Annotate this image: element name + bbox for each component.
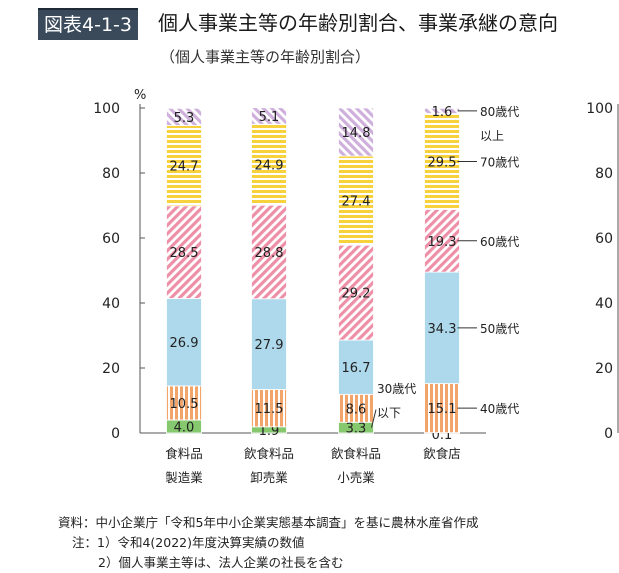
series-label: 70歳代 (480, 155, 519, 169)
data-label: 28.8 (255, 246, 284, 261)
y-tick-label: 60 (102, 231, 120, 247)
data-label: 26.9 (170, 336, 199, 351)
data-label: 5.1 (259, 110, 280, 125)
note-2: 2）個人事業主等は、法人企業の社長を含む (58, 553, 478, 573)
data-label: 29.2 (342, 287, 371, 302)
series-label: 40歳代 (480, 402, 519, 416)
data-label: 34.3 (428, 322, 457, 337)
second-chart-y-tick-label: 40 (595, 296, 613, 312)
series-label: 以下 (377, 406, 401, 420)
data-label: 11.5 (255, 402, 284, 417)
x-tick-label: 小売業 (337, 470, 375, 485)
data-label: 24.7 (170, 160, 199, 175)
second-chart-y-tick-label: 20 (595, 361, 613, 377)
second-chart-y-tick-label: 60 (595, 231, 613, 247)
x-tick-label: 飲食料品 (331, 446, 381, 461)
data-label: 14.8 (342, 126, 371, 141)
second-chart-y-tick-label: 0 (604, 426, 613, 442)
data-label: 24.9 (255, 159, 284, 174)
data-label: 19.3 (428, 235, 457, 250)
data-label: 28.5 (170, 246, 199, 261)
data-label: 15.1 (428, 402, 457, 417)
x-tick-label: 飲食料品 (244, 446, 294, 461)
second-chart-y-tick-label: 100 (586, 101, 613, 117)
y-tick-label: 40 (102, 296, 120, 312)
series-label: 80歳代 (480, 105, 519, 119)
y-axis-unit: % (134, 88, 146, 103)
data-label: 5.3 (174, 111, 195, 126)
data-label: 27.4 (342, 195, 371, 210)
data-label: 8.6 (346, 402, 367, 417)
series-label: 50歳代 (480, 322, 519, 336)
y-tick-label: 20 (102, 361, 120, 377)
source-note: 資料：中小企業庁「令和5年中小企業実態基本調査」を基に農林水産省作成 (58, 513, 478, 533)
data-label: 4.0 (174, 421, 195, 436)
data-label: 27.9 (255, 338, 284, 353)
series-label: 30歳代 (377, 382, 416, 396)
x-tick-label: 食料品 (165, 446, 203, 461)
x-tick-label: 飲食店 (423, 446, 461, 461)
series-label: 以上 (480, 129, 504, 143)
y-tick-label: 80 (102, 166, 120, 182)
series-label: 60歳代 (480, 235, 519, 249)
data-label: 1.6 (432, 105, 453, 120)
x-tick-label: 卸売業 (250, 470, 288, 485)
stacked-bar-chart: 0 20 40 60 80 100% 4.0 10.5 26.9 28.5 24.7 5.3 食料品製造… (0, 0, 619, 505)
second-chart-y-tick-label: 80 (595, 166, 613, 182)
notes: 資料：中小企業庁「令和5年中小企業実態基本調査」を基に農林水産省作成 注：1）令… (58, 513, 478, 573)
y-tick-label: 100 (93, 101, 120, 117)
y-tick-label: 0 (111, 426, 120, 442)
data-label: 16.7 (342, 361, 371, 376)
data-label: 10.5 (170, 397, 199, 412)
data-label: 29.5 (428, 155, 457, 170)
data-label: 3.3 (346, 422, 367, 437)
note-1: 注：1）令和4(2022)年度決算実績の数値 (58, 533, 478, 553)
x-tick-label: 製造業 (165, 470, 203, 485)
